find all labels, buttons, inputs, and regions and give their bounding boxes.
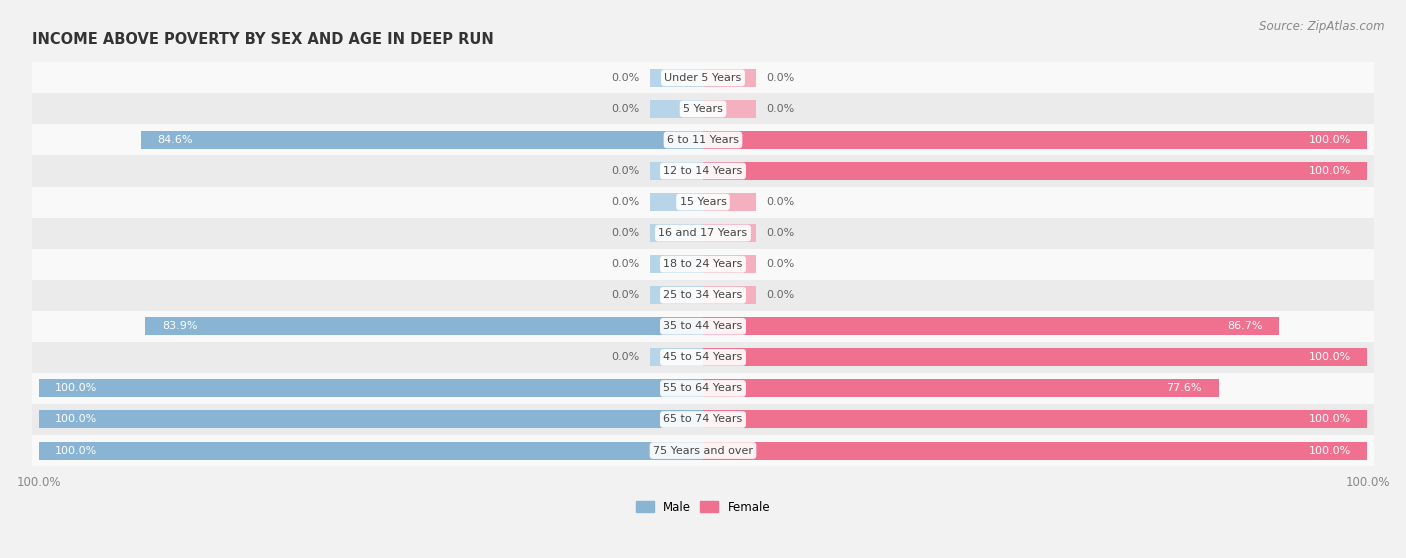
Text: 100.0%: 100.0% bbox=[1309, 352, 1351, 362]
Text: 65 to 74 Years: 65 to 74 Years bbox=[664, 415, 742, 425]
Bar bbox=[650, 255, 703, 273]
Bar bbox=[703, 100, 756, 118]
Bar bbox=[650, 224, 703, 242]
Bar bbox=[141, 131, 703, 149]
Text: 100.0%: 100.0% bbox=[1309, 166, 1351, 176]
Text: 55 to 64 Years: 55 to 64 Years bbox=[664, 383, 742, 393]
Text: 0.0%: 0.0% bbox=[612, 104, 640, 114]
Text: 45 to 54 Years: 45 to 54 Years bbox=[664, 352, 742, 362]
Bar bbox=[650, 162, 703, 180]
Text: 12 to 14 Years: 12 to 14 Years bbox=[664, 166, 742, 176]
Bar bbox=[25, 124, 1381, 156]
Bar bbox=[38, 379, 703, 397]
Text: 100.0%: 100.0% bbox=[55, 383, 97, 393]
Text: 100.0%: 100.0% bbox=[1309, 135, 1351, 145]
Bar bbox=[25, 156, 1381, 186]
Bar bbox=[703, 318, 1279, 335]
Bar bbox=[25, 249, 1381, 280]
Text: 0.0%: 0.0% bbox=[766, 228, 794, 238]
Bar bbox=[703, 193, 756, 211]
Bar bbox=[25, 218, 1381, 249]
Bar bbox=[650, 100, 703, 118]
Bar bbox=[25, 311, 1381, 342]
Text: 0.0%: 0.0% bbox=[766, 197, 794, 207]
Text: 0.0%: 0.0% bbox=[612, 73, 640, 83]
Text: 25 to 34 Years: 25 to 34 Years bbox=[664, 290, 742, 300]
Bar bbox=[25, 62, 1381, 93]
Bar bbox=[650, 348, 703, 367]
Text: 100.0%: 100.0% bbox=[1309, 415, 1351, 425]
Text: 100.0%: 100.0% bbox=[55, 445, 97, 455]
Text: 100.0%: 100.0% bbox=[55, 415, 97, 425]
Bar bbox=[145, 318, 703, 335]
Text: 100.0%: 100.0% bbox=[1309, 445, 1351, 455]
Bar bbox=[25, 373, 1381, 404]
Text: 16 and 17 Years: 16 and 17 Years bbox=[658, 228, 748, 238]
Text: 75 Years and over: 75 Years and over bbox=[652, 445, 754, 455]
Bar bbox=[25, 186, 1381, 218]
Text: 0.0%: 0.0% bbox=[612, 290, 640, 300]
Text: 15 Years: 15 Years bbox=[679, 197, 727, 207]
Text: 35 to 44 Years: 35 to 44 Years bbox=[664, 321, 742, 331]
Bar bbox=[25, 342, 1381, 373]
Text: 0.0%: 0.0% bbox=[612, 352, 640, 362]
Text: 84.6%: 84.6% bbox=[157, 135, 193, 145]
Bar bbox=[703, 379, 1219, 397]
Bar bbox=[703, 348, 1368, 367]
Bar bbox=[703, 411, 1368, 429]
Bar bbox=[25, 93, 1381, 124]
Text: 0.0%: 0.0% bbox=[612, 259, 640, 269]
Text: 0.0%: 0.0% bbox=[766, 259, 794, 269]
Bar bbox=[703, 162, 1368, 180]
Bar bbox=[703, 131, 1368, 149]
Text: 0.0%: 0.0% bbox=[612, 228, 640, 238]
Bar bbox=[703, 224, 756, 242]
Text: 0.0%: 0.0% bbox=[766, 73, 794, 83]
Text: 0.0%: 0.0% bbox=[612, 197, 640, 207]
Bar bbox=[25, 435, 1381, 466]
Bar bbox=[38, 411, 703, 429]
Text: INCOME ABOVE POVERTY BY SEX AND AGE IN DEEP RUN: INCOME ABOVE POVERTY BY SEX AND AGE IN D… bbox=[32, 32, 494, 47]
Text: 0.0%: 0.0% bbox=[766, 290, 794, 300]
Bar bbox=[25, 404, 1381, 435]
Bar bbox=[703, 286, 756, 304]
Bar bbox=[703, 441, 1368, 460]
Text: 83.9%: 83.9% bbox=[162, 321, 198, 331]
Text: 0.0%: 0.0% bbox=[766, 104, 794, 114]
Text: 5 Years: 5 Years bbox=[683, 104, 723, 114]
Text: 18 to 24 Years: 18 to 24 Years bbox=[664, 259, 742, 269]
Bar bbox=[650, 286, 703, 304]
Legend: Male, Female: Male, Female bbox=[631, 496, 775, 518]
Bar bbox=[25, 280, 1381, 311]
Text: Under 5 Years: Under 5 Years bbox=[665, 73, 741, 83]
Text: Source: ZipAtlas.com: Source: ZipAtlas.com bbox=[1260, 20, 1385, 32]
Text: 6 to 11 Years: 6 to 11 Years bbox=[666, 135, 740, 145]
Bar bbox=[650, 193, 703, 211]
Text: 86.7%: 86.7% bbox=[1227, 321, 1263, 331]
Bar bbox=[38, 441, 703, 460]
Bar bbox=[703, 255, 756, 273]
Bar bbox=[703, 69, 756, 87]
Text: 77.6%: 77.6% bbox=[1167, 383, 1202, 393]
Text: 0.0%: 0.0% bbox=[612, 166, 640, 176]
Bar bbox=[650, 69, 703, 87]
